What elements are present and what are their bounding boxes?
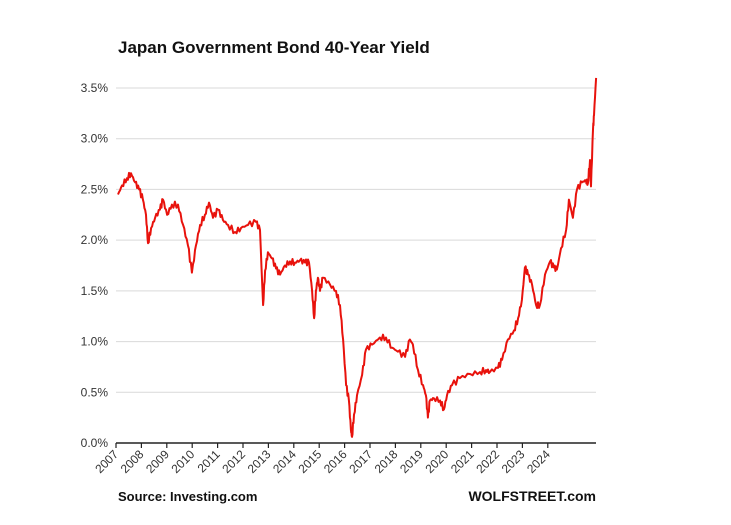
x-tick-label: 2009 (143, 447, 172, 476)
x-tick-label: 2007 (92, 447, 121, 476)
x-tick-label: 2020 (423, 447, 452, 476)
x-tick-label: 2021 (448, 447, 477, 476)
source-note: Source: Investing.com (118, 489, 258, 504)
x-tick-label: 2008 (118, 447, 147, 476)
series-line-jgb-40y (117, 77, 598, 438)
y-tick-label: 2.5% (81, 182, 109, 196)
x-tick-label: 2024 (524, 447, 553, 476)
y-tick-label: 1.5% (81, 284, 109, 298)
x-tick-label: 2014 (270, 447, 299, 476)
y-tick-label: 2.0% (81, 233, 109, 247)
x-tick-label: 2017 (346, 447, 375, 476)
x-tick-label: 2022 (473, 447, 502, 476)
x-tick-label: 2012 (219, 447, 248, 476)
x-tick-label: 2010 (169, 447, 198, 476)
y-tick-label: 1.0% (81, 335, 109, 349)
x-tick-label: 2019 (397, 447, 426, 476)
chart-title: Japan Government Bond 40-Year Yield (118, 38, 430, 57)
y-tick-label: 0.5% (81, 385, 109, 399)
x-tick-label: 2013 (245, 447, 274, 476)
y-tick-label: 3.0% (81, 132, 109, 146)
x-tick-label: 2023 (499, 447, 528, 476)
y-tick-label: 3.5% (81, 81, 109, 95)
x-tick-label: 2016 (321, 447, 350, 476)
x-tick-label: 2011 (195, 447, 223, 475)
y-tick-label: 0.0% (81, 436, 109, 450)
x-tick-label: 2018 (372, 447, 401, 476)
x-tick-label: 2015 (296, 447, 325, 476)
brand-label: WOLFSTREET.com (468, 488, 596, 504)
